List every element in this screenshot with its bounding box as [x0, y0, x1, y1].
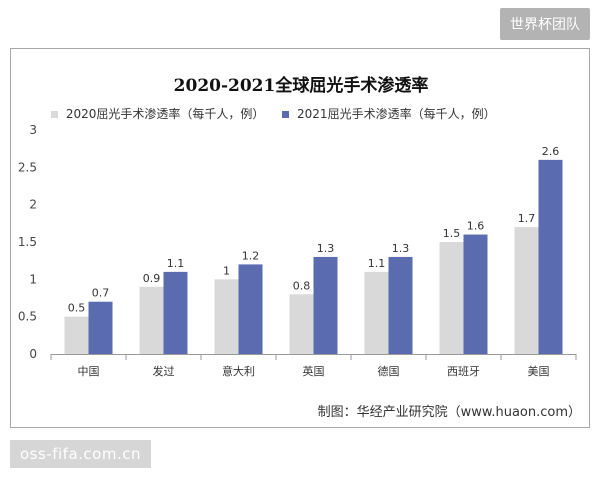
data-label: 1: [223, 264, 230, 277]
bar: [364, 271, 389, 354]
data-label: 1.6: [467, 220, 485, 233]
watermark-top-badge: 世界杯团队: [500, 8, 590, 40]
bar: [289, 294, 314, 354]
chart-legend: 2020屈光手术渗透率（每千人，例） 2021屈光手术渗透率（每千人，例）: [51, 105, 510, 122]
bar: [463, 234, 488, 354]
chart-source: 制图：华经产业研究院（www.huaon.com）: [317, 405, 581, 420]
watermark-bottom-badge: oss-fifa.com.cn: [10, 440, 151, 468]
y-tick-label: 3: [29, 123, 37, 137]
data-label: 0.9: [143, 272, 161, 285]
x-tick-label: 中国: [78, 365, 100, 378]
chart-title: 2020-2021全球屈光手术渗透率: [173, 76, 429, 96]
chart-frame: 2020-2021全球屈光手术渗透率 2020屈光手术渗透率（每千人，例） 20…: [10, 48, 590, 428]
y-tick-label: 1.5: [18, 235, 37, 249]
y-tick-label: 2: [29, 198, 37, 212]
x-tick-label: 西班牙: [447, 365, 480, 378]
data-label: 1.5: [443, 227, 461, 240]
data-label: 1.3: [392, 242, 410, 255]
data-label: 2.6: [542, 145, 560, 158]
x-tick-label: 德国: [378, 364, 400, 378]
x-tick-label: 美国: [528, 365, 550, 378]
bar: [439, 242, 464, 354]
y-tick-label: 0: [29, 347, 37, 361]
data-label: 1.1: [368, 257, 386, 270]
data-label: 1.3: [317, 242, 335, 255]
bar: [163, 271, 188, 354]
legend-swatch-2020: [51, 111, 58, 118]
legend-item-2020: 2020屈光手术渗透率（每千人，例）: [51, 105, 264, 122]
bar: [514, 227, 539, 354]
legend-item-2021: 2021屈光手术渗透率（每千人，例）: [282, 105, 496, 122]
bar: [313, 256, 338, 354]
y-tick-label: 2.5: [18, 160, 37, 174]
bar: [88, 301, 113, 354]
legend-label-2021: 2021屈光手术渗透率（每千人，例）: [297, 107, 496, 121]
bar: [388, 256, 413, 354]
data-label: 0.8: [293, 279, 311, 292]
data-label: 1.7: [518, 212, 536, 225]
y-tick-label: 0.5: [18, 310, 37, 324]
bar: [214, 279, 239, 354]
bar: [64, 316, 89, 354]
data-label: 1.2: [242, 249, 260, 262]
bar: [139, 286, 164, 354]
bar: [238, 264, 263, 354]
bar: [538, 159, 563, 354]
y-tick-label: 1: [29, 272, 37, 286]
x-tick-label: 发过: [153, 364, 175, 378]
data-label: 1.1: [167, 257, 185, 270]
bar-chart-plot: 0 0.5 1 1.5 2 2.5 3 0.5 0.7 中国 0.9 1.1 发过 1 1.2 意大利 0.8 1…: [18, 123, 577, 378]
data-label: 0.7: [92, 287, 110, 300]
legend-label-2020: 2020屈光手术渗透率（每千人，例）: [65, 107, 265, 121]
x-tick-label: 意大利: [222, 364, 255, 378]
x-tick-label: 英国: [303, 364, 325, 378]
data-label: 0.5: [68, 302, 86, 315]
legend-swatch-2021: [282, 111, 290, 118]
